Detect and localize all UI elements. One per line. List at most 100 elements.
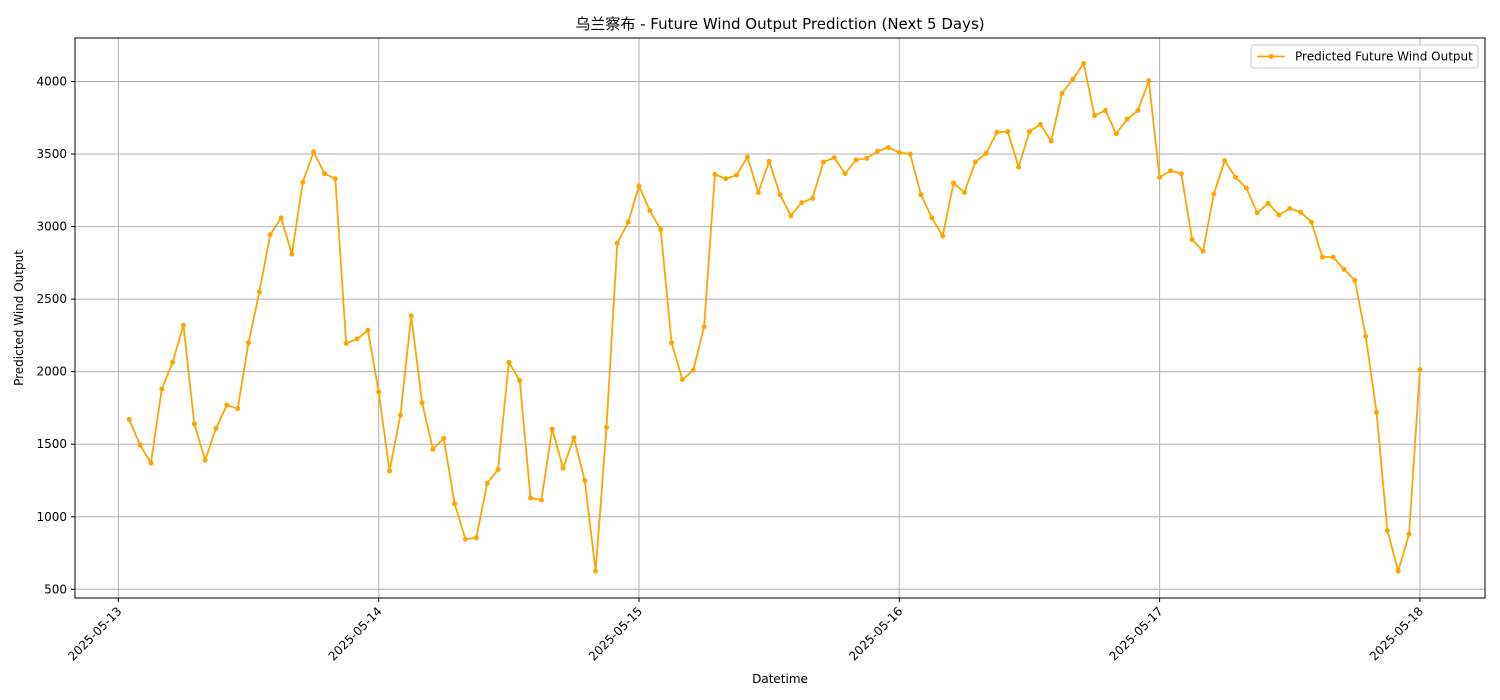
data-point <box>170 359 176 365</box>
data-point <box>1092 113 1098 119</box>
data-point <box>506 359 512 365</box>
plot-frame <box>74 37 1486 599</box>
data-point <box>647 208 653 214</box>
data-point <box>831 155 837 161</box>
data-point <box>1048 138 1054 144</box>
data-point <box>1330 254 1336 260</box>
data-point <box>549 426 555 432</box>
x-tick-label: 2025-05-16 <box>846 604 905 663</box>
data-point <box>311 149 317 155</box>
data-point <box>810 195 816 201</box>
data-point <box>1254 210 1260 216</box>
data-point <box>517 377 523 383</box>
data-point <box>603 425 609 431</box>
x-axis-title: Datetime <box>752 672 808 686</box>
data-point <box>1276 212 1282 218</box>
legend-point-marker <box>1268 54 1274 59</box>
data-point <box>1146 78 1152 84</box>
data-point <box>1341 266 1347 272</box>
data-point <box>191 421 197 427</box>
data-point <box>1102 108 1108 114</box>
data-point <box>1384 528 1390 534</box>
series-line <box>128 62 1421 573</box>
data-point <box>397 412 403 418</box>
data-point <box>376 389 382 395</box>
y-tick-label: 3000 <box>36 220 67 234</box>
data-point <box>1352 277 1358 283</box>
data-point <box>126 417 132 423</box>
data-point <box>538 497 544 503</box>
data-point <box>636 183 642 189</box>
data-point <box>1406 531 1412 537</box>
data-point <box>1200 248 1206 254</box>
data-point <box>560 465 566 471</box>
data-point <box>1026 129 1032 135</box>
data-point <box>755 190 761 196</box>
data-point <box>1037 121 1043 127</box>
data-point <box>864 155 870 161</box>
data-point <box>1081 60 1087 66</box>
data-point <box>712 171 718 177</box>
data-point <box>820 159 826 165</box>
data-point <box>679 377 685 383</box>
data-point <box>940 233 946 239</box>
data-point <box>408 313 414 319</box>
data-point <box>951 180 957 186</box>
data-point <box>1167 168 1173 174</box>
data-point <box>593 568 599 574</box>
data-point <box>1135 108 1141 114</box>
x-tick-label: 2025-05-15 <box>586 604 645 663</box>
x-tick-label: 2025-05-13 <box>65 604 124 663</box>
x-tick-label: 2025-05-18 <box>1367 604 1426 663</box>
series-layer <box>126 60 1423 574</box>
data-point <box>1319 254 1325 260</box>
data-point <box>842 171 848 177</box>
data-point <box>799 200 805 206</box>
data-point <box>690 367 696 373</box>
data-point <box>452 501 458 507</box>
data-point <box>278 215 284 221</box>
y-tick-label: 2500 <box>36 292 67 306</box>
data-point <box>419 400 425 406</box>
grid-layer <box>75 38 1485 598</box>
data-point <box>1005 129 1011 135</box>
y-tick-label: 2000 <box>36 365 67 379</box>
data-point <box>387 468 393 474</box>
data-point <box>972 159 978 165</box>
x-tick-label: 2025-05-14 <box>326 604 385 663</box>
chart-title: 乌兰察布 - Future Wind Output Prediction (Ne… <box>575 15 984 33</box>
data-point <box>1417 367 1423 372</box>
data-point <box>495 467 501 473</box>
data-point <box>180 322 186 328</box>
x-tick-label: 2025-05-17 <box>1107 604 1166 663</box>
data-point <box>1178 171 1184 177</box>
data-point <box>1059 90 1065 96</box>
data-point <box>430 446 436 452</box>
data-point <box>137 442 143 448</box>
data-point <box>1016 164 1022 170</box>
data-point <box>896 150 902 156</box>
data-point <box>484 480 490 486</box>
data-point <box>625 219 631 225</box>
data-point <box>213 425 219 431</box>
legend-box <box>1250 44 1479 69</box>
data-point <box>365 327 371 333</box>
y-axis-title: Predicted Wind Output <box>12 250 26 386</box>
data-point <box>202 457 208 463</box>
data-point <box>1233 174 1239 180</box>
data-point <box>1298 209 1304 215</box>
data-point <box>614 240 620 246</box>
data-point <box>354 336 360 342</box>
data-point <box>224 402 230 408</box>
legend-label: Predicted Future Wind Output <box>1295 50 1473 64</box>
data-point <box>907 151 913 157</box>
data-point <box>321 171 327 177</box>
data-point <box>875 148 881 154</box>
data-point <box>246 340 252 346</box>
data-point <box>1363 333 1369 339</box>
data-point <box>1211 191 1217 197</box>
data-point <box>1070 76 1076 82</box>
data-point <box>473 535 479 541</box>
data-point <box>744 154 750 160</box>
